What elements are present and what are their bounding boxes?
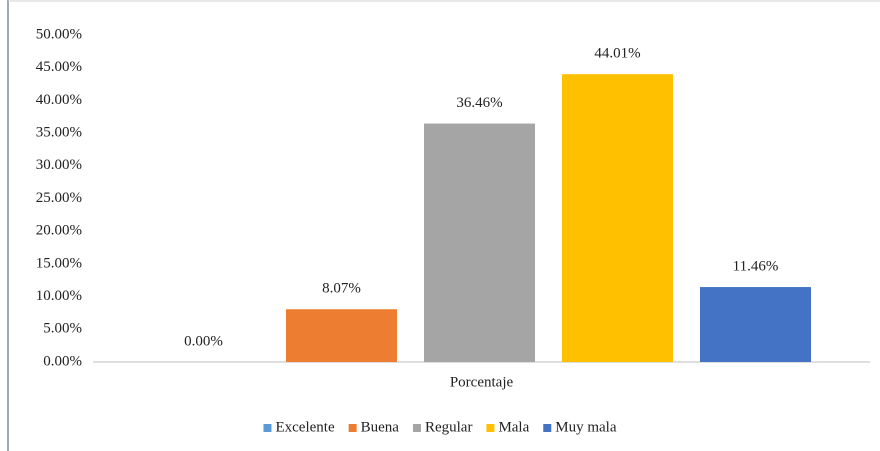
legend-label: Buena — [361, 419, 400, 435]
y-tick-label: 15.00% — [36, 255, 82, 271]
bar — [286, 309, 397, 362]
legend-label: Muy mala — [555, 419, 617, 435]
y-tick-label: 10.00% — [36, 288, 82, 304]
legend-label: Excelente — [275, 419, 334, 435]
legend-label: Regular — [425, 419, 472, 435]
bar — [562, 74, 673, 363]
bar — [700, 287, 811, 362]
bar — [424, 123, 535, 362]
y-tick-label: 45.00% — [36, 59, 82, 75]
x-tick-label: Porcentaje — [450, 374, 514, 390]
y-tick-label: 0.00% — [43, 353, 82, 369]
legend-swatch — [486, 424, 495, 432]
y-tick-label: 35.00% — [36, 125, 82, 141]
legend-swatch — [348, 424, 357, 432]
value-label: 44.01% — [594, 46, 640, 62]
y-tick-label: 30.00% — [36, 157, 82, 173]
legend-label: Mala — [498, 419, 529, 435]
value-label: 11.46% — [733, 258, 779, 274]
value-label: 8.07% — [322, 281, 361, 297]
y-tick-label: 25.00% — [36, 190, 82, 206]
y-tick-label: 50.00% — [36, 26, 82, 42]
value-label: 36.46% — [456, 95, 502, 111]
legend-swatch — [412, 424, 421, 432]
y-tick-label: 20.00% — [36, 223, 82, 239]
value-label: 0.00% — [184, 333, 223, 349]
y-tick-label: 5.00% — [43, 321, 82, 337]
legend-swatch — [263, 424, 272, 432]
legend-swatch — [543, 424, 552, 432]
y-tick-label: 40.00% — [36, 92, 82, 108]
